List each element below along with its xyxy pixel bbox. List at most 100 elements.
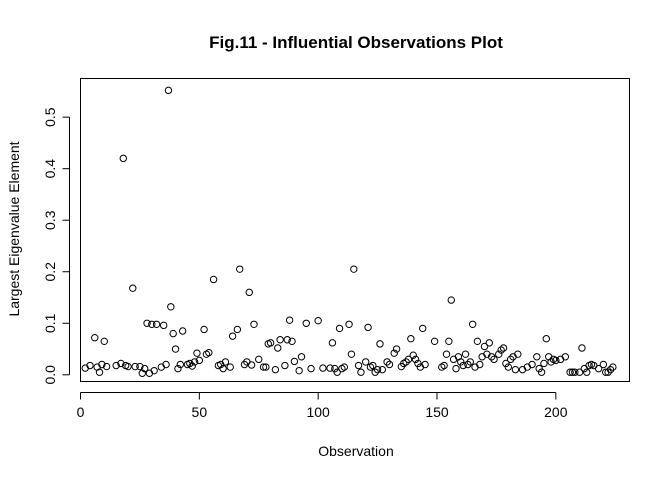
data-point [473, 337, 482, 346]
data-point [91, 333, 99, 342]
data-point [193, 349, 201, 357]
data-point [226, 363, 234, 371]
data-point [385, 360, 394, 369]
data-point [129, 284, 137, 292]
x-tick-label: 50 [192, 404, 208, 420]
data-point [167, 303, 175, 311]
data-point [464, 360, 472, 369]
data-point [594, 364, 603, 373]
data-point [174, 364, 182, 373]
data-point [578, 344, 586, 352]
data-point [540, 359, 548, 368]
data-point [102, 362, 111, 371]
data-point [148, 320, 156, 329]
data-point [119, 154, 127, 163]
x-axis: 0 50 100 150 200 [77, 392, 568, 420]
y-tick-label: 0.0 [42, 365, 58, 385]
data-point [350, 265, 358, 273]
data-point [404, 355, 413, 364]
data-point [271, 365, 280, 374]
data-point [347, 350, 356, 358]
data-point [490, 355, 498, 364]
data-point [335, 324, 344, 333]
data-point [354, 361, 363, 370]
data-point [407, 335, 415, 343]
data-point [357, 368, 365, 376]
data-point [340, 363, 349, 371]
data-point [466, 358, 474, 366]
data-point [468, 320, 477, 329]
data-point [262, 363, 270, 371]
data-point [575, 368, 584, 376]
data-point [345, 320, 353, 329]
y-tick-label: 0.4 [42, 159, 58, 179]
data-point [533, 353, 541, 361]
data-point [566, 368, 574, 376]
data-point [281, 361, 289, 370]
data-point [480, 342, 489, 351]
data-point [390, 349, 398, 357]
data-point [112, 361, 120, 370]
data-point [236, 265, 244, 273]
data-point [162, 360, 170, 369]
chart-title: Fig.11 - Influential Observations Plot [209, 33, 503, 52]
data-points [81, 86, 617, 377]
data-point [266, 339, 275, 347]
data-point [219, 364, 227, 373]
data-point [233, 325, 242, 334]
data-point [150, 366, 158, 375]
data-point [561, 353, 570, 361]
data-point [200, 325, 208, 334]
data-point [288, 337, 296, 346]
data-point [440, 361, 448, 370]
data-point [459, 361, 467, 370]
data-point [138, 369, 146, 377]
data-point [176, 360, 185, 369]
data-point [169, 329, 177, 338]
data-point [452, 364, 460, 373]
data-point [276, 336, 284, 344]
data-point [314, 316, 322, 325]
data-point [136, 362, 144, 371]
data-point [568, 368, 577, 376]
data-point [124, 362, 132, 371]
y-tick-label: 0.5 [42, 107, 58, 127]
data-point [364, 323, 372, 332]
data-point [411, 355, 420, 364]
data-point [221, 358, 230, 366]
data-point [152, 320, 161, 329]
data-point [409, 351, 417, 359]
data-point [326, 364, 334, 372]
data-point [421, 360, 429, 369]
data-point [274, 344, 282, 352]
data-point [583, 368, 591, 376]
data-point [178, 327, 187, 335]
data-point [497, 346, 505, 354]
data-point [86, 361, 94, 370]
data-point [373, 365, 382, 374]
data-point [247, 361, 256, 369]
data-point [504, 363, 512, 371]
data-point [547, 358, 555, 366]
data-point [164, 86, 173, 95]
data-point [190, 358, 199, 366]
data-point [609, 363, 617, 371]
data-point [205, 348, 213, 357]
data-point [447, 296, 455, 304]
data-point [290, 357, 299, 366]
data-point [499, 344, 508, 352]
x-tick-label: 200 [544, 404, 568, 420]
y-tick-label: 0.3 [42, 210, 58, 230]
data-point [402, 358, 410, 366]
data-point [461, 350, 470, 358]
data-point [514, 350, 522, 358]
data-point [383, 358, 391, 366]
x-axis-label: Observation [318, 443, 393, 459]
data-point [419, 324, 427, 333]
data-point [485, 339, 493, 347]
data-point [361, 358, 370, 366]
data-point [143, 319, 151, 327]
data-point [604, 368, 612, 376]
plot-frame [80, 78, 630, 382]
data-point [117, 359, 125, 368]
